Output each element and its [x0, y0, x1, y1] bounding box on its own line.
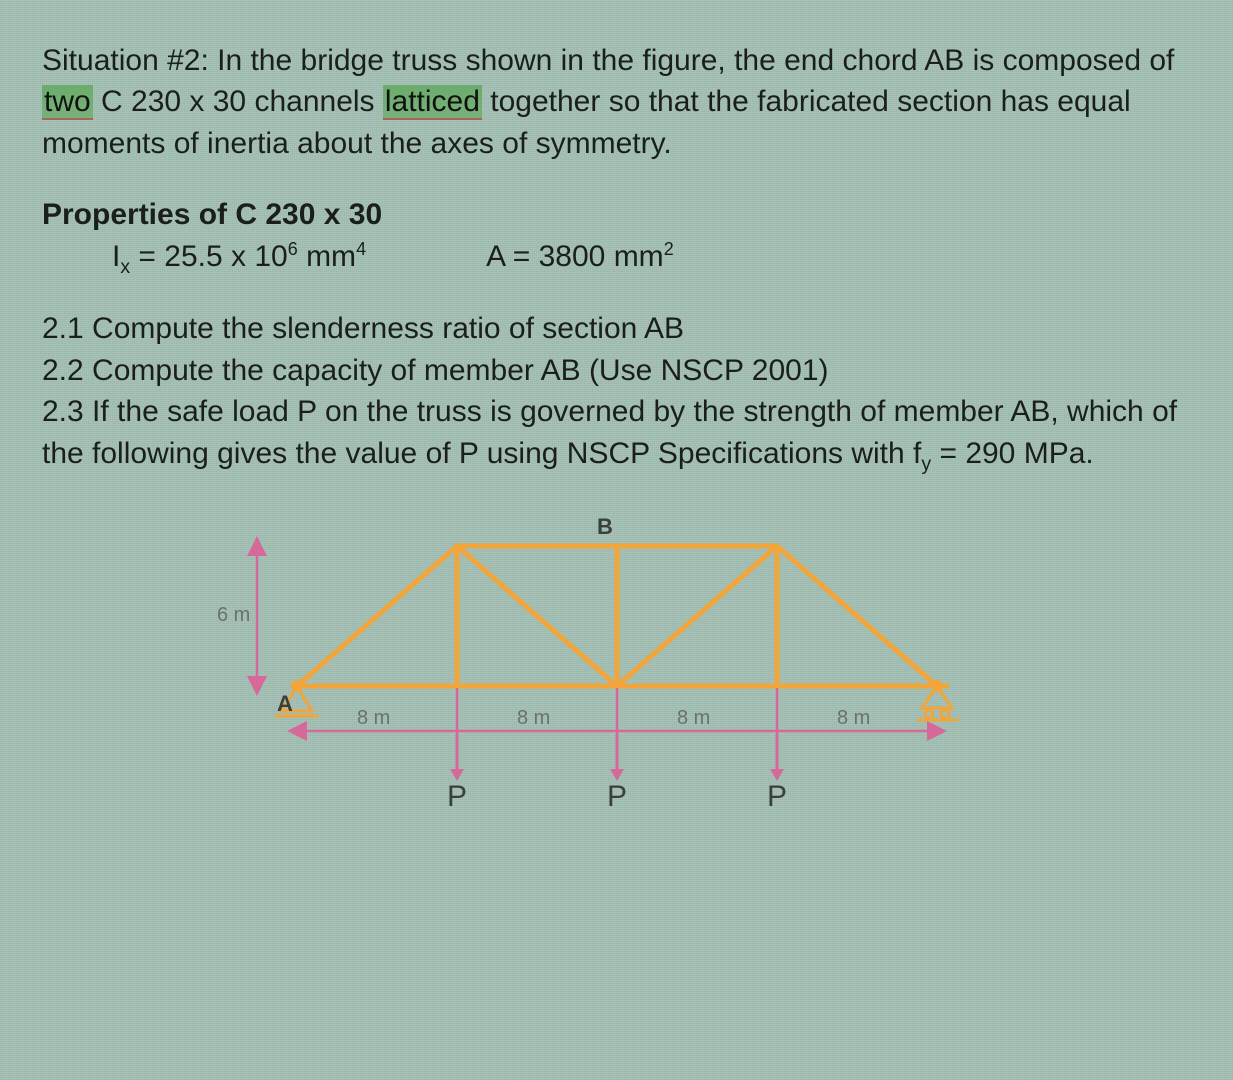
node-B-label: B: [597, 514, 613, 539]
q3-fy-sub: y: [921, 453, 931, 475]
situation-text-mid: C 230 x 30 channels: [93, 85, 383, 118]
span-label-1: 8 m: [357, 707, 390, 729]
ix-value: Ix = 25.5 x 106 mm4: [112, 236, 366, 281]
load-label-2: P: [607, 780, 627, 806]
area-value: A = 3800 mm2: [486, 236, 674, 277]
span-label-4: 8 m: [837, 707, 870, 729]
area-number: A = 3800 mm: [486, 240, 664, 273]
ix-subscript: x: [120, 256, 130, 278]
question-2-3: 2.3 If the safe load P on the truss is g…: [42, 391, 1191, 477]
truss-figure: 6 m A B 8 m 8 m 8 m: [42, 486, 1191, 806]
span-label-3: 8 m: [677, 707, 710, 729]
highlight-latticed: latticed: [383, 85, 482, 120]
q3-text-b: = 290 MPa.: [931, 437, 1094, 470]
load-label-1: P: [447, 780, 467, 806]
node-A-label: A: [277, 691, 293, 716]
height-label: 6 m: [217, 604, 250, 626]
area-exponent: 2: [664, 239, 674, 259]
question-2-2: 2.2 Compute the capacity of member AB (U…: [42, 350, 1191, 391]
properties-title: Properties of C 230 x 30: [42, 194, 1191, 235]
highlight-two: two: [42, 85, 93, 120]
truss-svg: 6 m A B 8 m 8 m 8 m: [177, 486, 1057, 806]
ix-units-exp: 4: [356, 239, 366, 259]
question-2-1: 2.1 Compute the slenderness ratio of sec…: [42, 308, 1191, 349]
situation-text-pre: Situation #2: In the bridge truss shown …: [42, 44, 1174, 77]
properties-values: Ix = 25.5 x 106 mm4 A = 3800 mm2: [42, 236, 1191, 281]
ix-exponent: 6: [288, 239, 298, 259]
situation-paragraph: Situation #2: In the bridge truss shown …: [42, 40, 1191, 164]
ix-units: mm: [298, 240, 356, 273]
span-label-2: 8 m: [517, 707, 550, 729]
load-label-3: P: [767, 780, 787, 806]
ix-number: = 25.5 x 10: [130, 240, 288, 273]
